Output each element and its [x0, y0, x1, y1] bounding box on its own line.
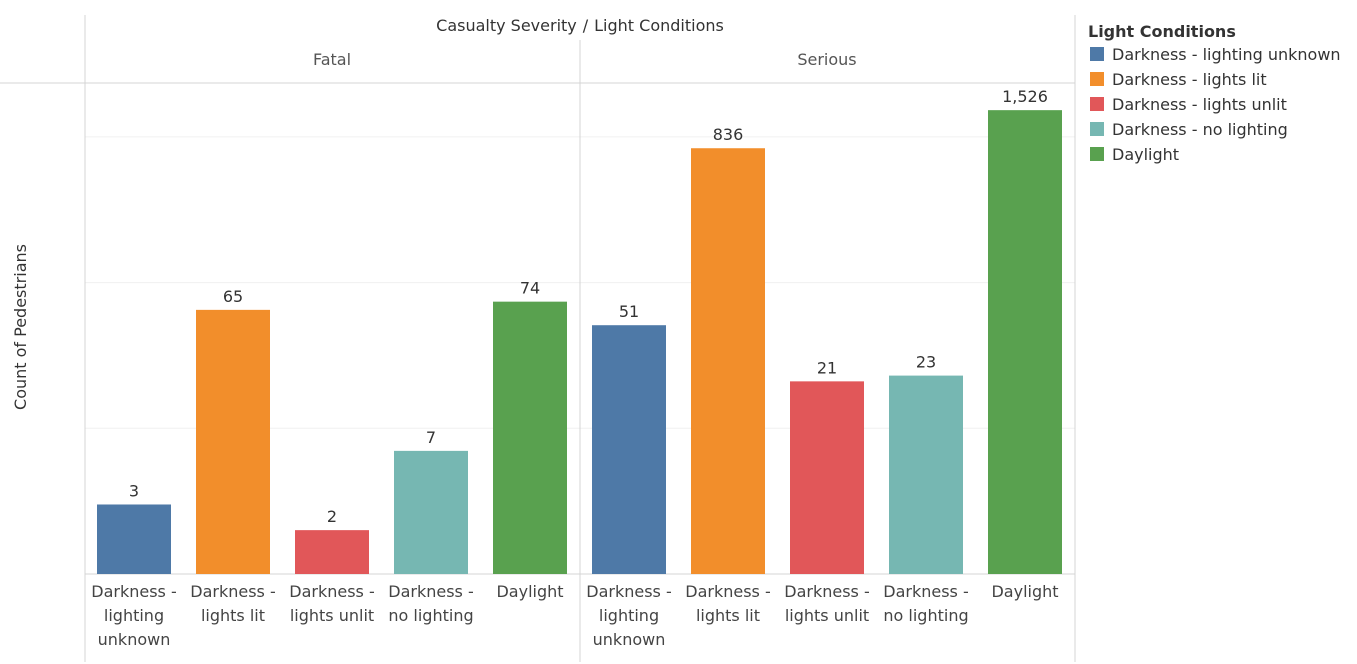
bar-serious-4 — [988, 110, 1062, 575]
category-label: Daylight — [991, 582, 1058, 601]
bar-fatal-0 — [97, 504, 171, 574]
category-label: Darkness - — [91, 582, 176, 601]
data-label: 836 — [713, 125, 744, 144]
bar-serious-0 — [592, 325, 666, 574]
bar-fatal-3 — [394, 450, 468, 574]
data-label: 2 — [327, 507, 337, 526]
category-label: Darkness - — [289, 582, 374, 601]
data-label: 1,526 — [1002, 87, 1048, 106]
title-part: Light Conditions — [594, 16, 724, 35]
category-label: Darkness - — [784, 582, 869, 601]
category-label: Darkness - — [685, 582, 770, 601]
legend-swatch — [1090, 97, 1104, 111]
data-label: 65 — [223, 287, 243, 306]
legend-item: Darkness - lights lit — [1112, 70, 1267, 89]
category-label: Darkness - — [586, 582, 671, 601]
title-part: Casualty Severity — [436, 16, 577, 35]
category-label: Daylight — [496, 582, 563, 601]
category-label: lighting — [599, 606, 659, 625]
legend-swatch — [1090, 72, 1104, 86]
data-label: 74 — [520, 279, 540, 298]
bar-serious-1 — [691, 148, 765, 574]
data-label: 7 — [426, 428, 436, 447]
data-label: 51 — [619, 302, 639, 321]
data-label: 21 — [817, 358, 837, 377]
legend-item: Darkness - lighting unknown — [1112, 45, 1341, 64]
data-label: 23 — [916, 353, 936, 372]
bar-fatal-2 — [295, 530, 369, 574]
data-label: 3 — [129, 481, 139, 500]
legend-title: Light Conditions — [1088, 22, 1236, 41]
category-label: no lighting — [388, 606, 473, 625]
y-axis-label: Count of Pedestrians — [11, 244, 30, 410]
legend-swatch — [1090, 147, 1104, 161]
panel-header: Serious — [797, 50, 856, 69]
bar-fatal-4 — [493, 301, 567, 574]
category-label: lights lit — [696, 606, 760, 625]
bar-serious-2 — [790, 381, 864, 574]
bar-fatal-1 — [196, 309, 270, 574]
category-label: lights lit — [201, 606, 265, 625]
category-label: Darkness - — [883, 582, 968, 601]
category-label: lights unlit — [785, 606, 869, 625]
legend-swatch — [1090, 122, 1104, 136]
title-part: / — [583, 16, 589, 35]
legend-item: Darkness - lights unlit — [1112, 95, 1287, 114]
panel-header: Fatal — [313, 50, 351, 69]
category-label: Darkness - — [388, 582, 473, 601]
legend-swatch — [1090, 47, 1104, 61]
category-label: unknown — [593, 630, 666, 649]
bar-serious-3 — [889, 375, 963, 574]
category-label: Darkness - — [190, 582, 275, 601]
category-label: unknown — [98, 630, 171, 649]
chart-title: Casualty Severity / Light Conditions — [436, 16, 724, 35]
legend-item: Darkness - no lighting — [1112, 120, 1288, 139]
category-label: lighting — [104, 606, 164, 625]
legend-item: Daylight — [1112, 145, 1179, 164]
category-label: no lighting — [883, 606, 968, 625]
category-label: lights unlit — [290, 606, 374, 625]
